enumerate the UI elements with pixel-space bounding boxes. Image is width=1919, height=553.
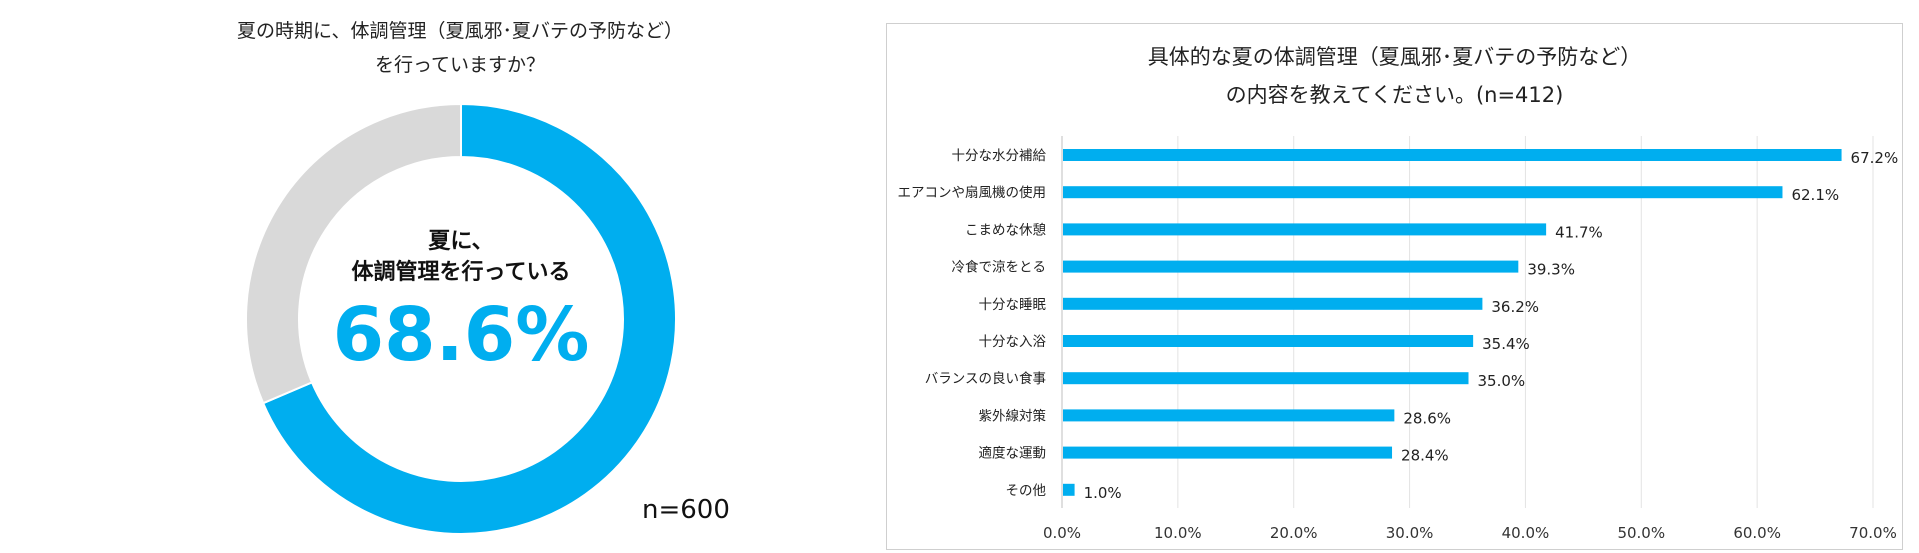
bar [1063, 446, 1393, 459]
bar-chart-title: 具体的な夏の体調管理（夏風邪･夏バテの予防など） の内容を教えてください。(n=… [1147, 45, 1642, 107]
x-tick-label: 40.0% [1502, 524, 1550, 542]
value-label: 62.1% [1791, 186, 1839, 204]
value-label: 39.3% [1527, 261, 1575, 279]
x-tick-label: 60.0% [1733, 524, 1781, 542]
donut-sample-size: n=600 [642, 495, 730, 525]
x-tick-label: 20.0% [1270, 524, 1318, 542]
category-label: 十分な入浴 [979, 334, 1047, 350]
donut-chart: 夏に、体調管理を行っている 68.6% n=600 [245, 102, 730, 535]
value-label: 67.2% [1851, 149, 1899, 167]
category-label: 適度な運動 [979, 445, 1047, 462]
bar [1063, 335, 1474, 347]
bar [1063, 372, 1469, 385]
category-label: エアコンや扇風機の使用 [898, 184, 1047, 201]
bar-chart-panel [886, 23, 1903, 550]
category-label: バランスの良い食事 [925, 370, 1046, 387]
category-label: その他 [1006, 483, 1047, 499]
value-label: 36.2% [1491, 298, 1539, 316]
category-label: こまめな休憩 [965, 221, 1046, 238]
bar [1063, 186, 1783, 199]
bar [1063, 149, 1842, 161]
bar [1063, 483, 1075, 496]
donut-slice-1 [245, 102, 462, 405]
value-label: 28.6% [1403, 409, 1451, 427]
donut-center-label-line-2: 体調管理を行っている [352, 259, 571, 285]
bar [1063, 409, 1395, 422]
x-tick-label: 30.0% [1386, 524, 1434, 542]
x-tick-label: 0.0% [1043, 524, 1081, 542]
value-label: 1.0% [1084, 484, 1122, 502]
category-label: 冷食で涼をとる [952, 259, 1047, 276]
donut-center-label-line-1: 夏に、 [428, 229, 493, 254]
donut-chart-title: 夏の時期に、体調管理（夏風邪･夏バテの予防など） を行っていますか？ [237, 20, 683, 76]
category-label: 紫外線対策 [979, 407, 1047, 424]
x-tick-label: 70.0% [1849, 524, 1897, 542]
value-label: 35.4% [1482, 335, 1530, 353]
bar [1063, 223, 1547, 236]
value-label: 35.0% [1478, 372, 1526, 390]
category-label: 十分な水分補給 [952, 148, 1047, 164]
bar [1063, 297, 1483, 310]
category-label: 十分な睡眠 [979, 297, 1047, 313]
donut-slice-0 [261, 102, 677, 535]
value-label: 28.4% [1401, 447, 1449, 465]
value-label: 41.7% [1555, 223, 1603, 241]
x-tick-label: 10.0% [1154, 524, 1202, 542]
bar [1063, 260, 1519, 273]
donut-center-value: 68.6% [333, 292, 590, 378]
x-tick-label: 50.0% [1617, 524, 1665, 542]
